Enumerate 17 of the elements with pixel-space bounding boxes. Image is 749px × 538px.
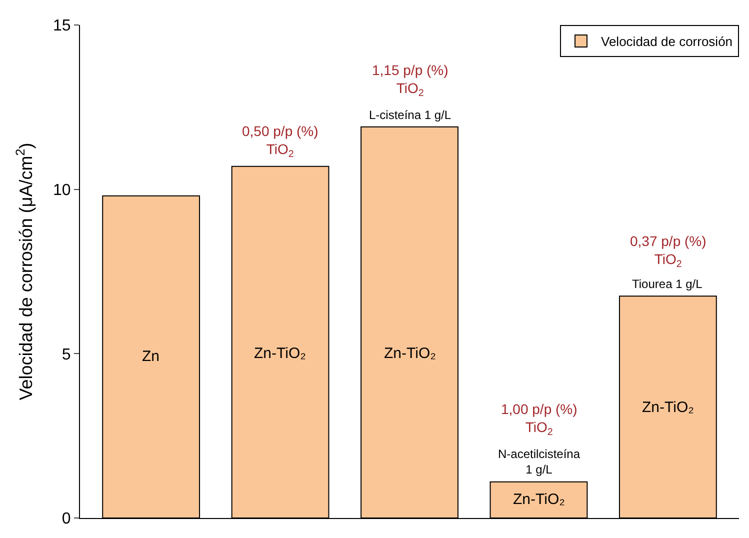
- y-tick-label: 0: [62, 510, 71, 528]
- annotation: 1,15 p/p (%) TiO$_{2}$: [372, 62, 448, 100]
- y-tick-label: 10: [53, 182, 71, 199]
- x-tick-label: Zn-TiO₂: [254, 345, 306, 362]
- x-tick-label: Zn: [142, 348, 160, 365]
- x-tick-label: Zn-TiO₂: [642, 399, 694, 416]
- annotation: 1,00 p/p (%) TiO$_{2}$: [501, 401, 578, 438]
- annotation: L-cisteína 1 g/L: [369, 108, 452, 122]
- y-tick-label: 15: [53, 18, 71, 35]
- annotation: Tiourea 1 g/L: [632, 277, 703, 291]
- y-tick-label: 5: [62, 346, 71, 364]
- annotation: 0,50 p/p (%) TiO$_{2}$: [242, 123, 318, 160]
- x-tick-label: Zn-TiO₂: [513, 491, 566, 508]
- annotation: 0,37 p/p (%) TiO$_{2}$: [630, 233, 706, 270]
- x-tick-label: Zn-TiO₂: [384, 345, 436, 362]
- annotation: N-acetilcisteína 1 g/L: [498, 447, 580, 477]
- legend-label: Velocidad de corrosión: [601, 34, 733, 50]
